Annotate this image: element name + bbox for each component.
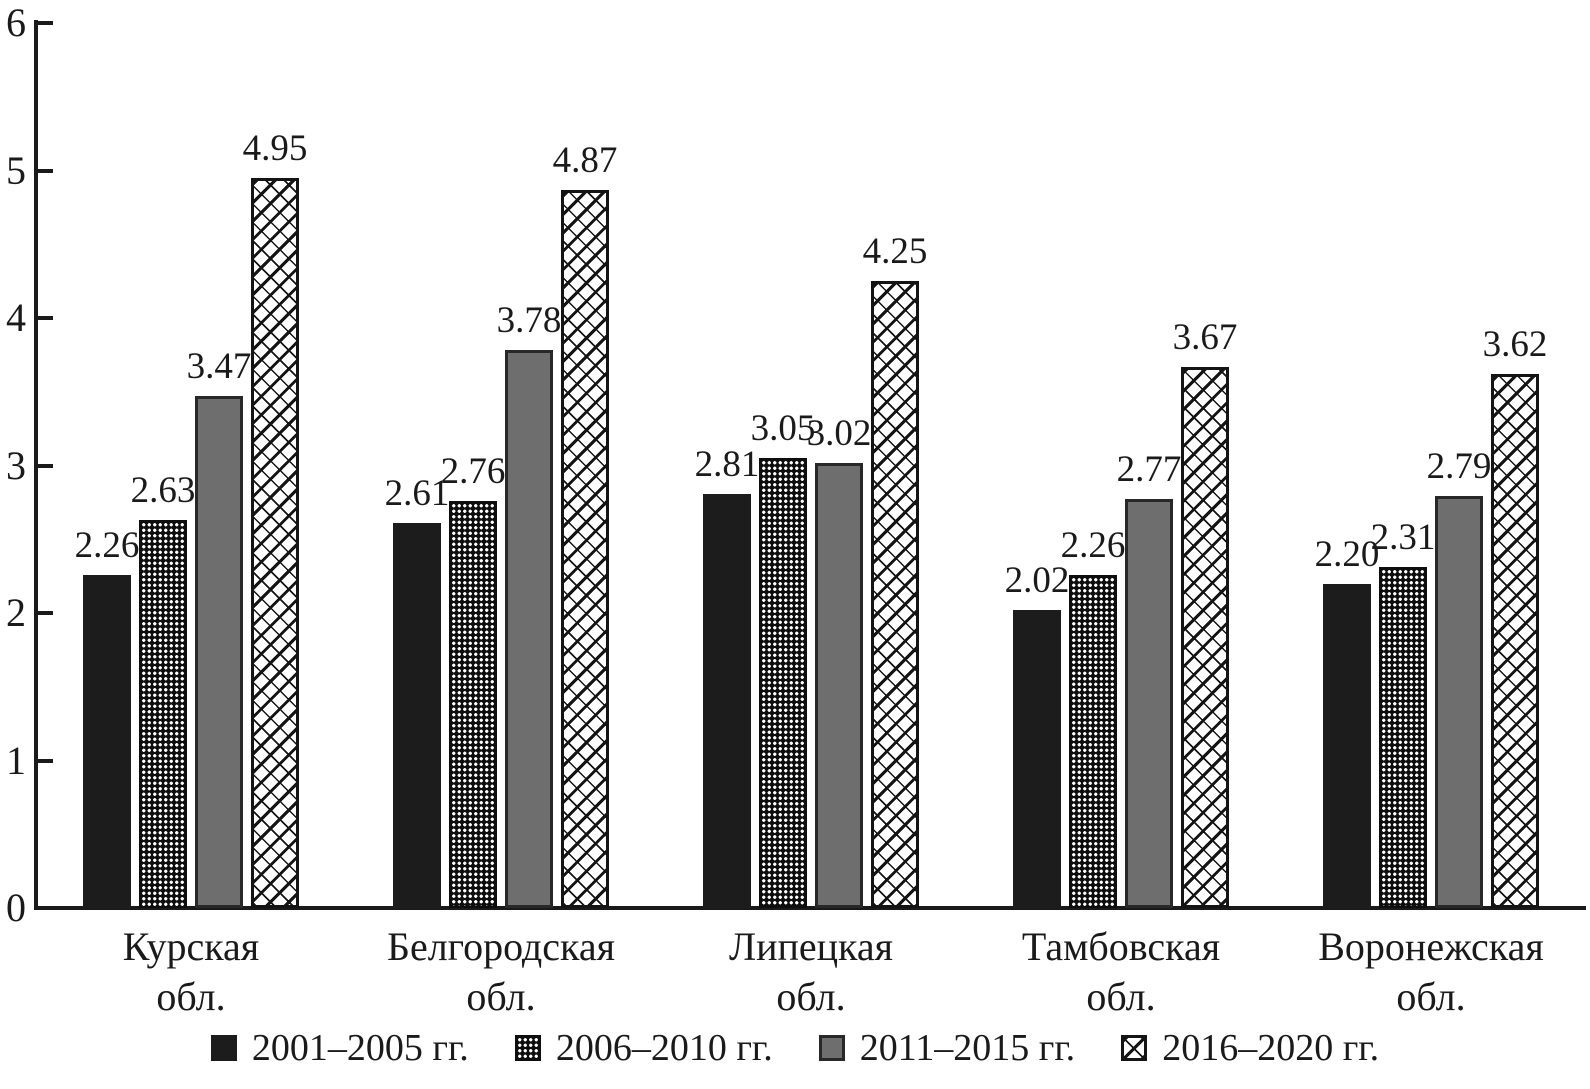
bar bbox=[1069, 574, 1117, 908]
category-suffix: обл. bbox=[776, 974, 846, 1019]
y-tick-label: 6 bbox=[6, 0, 26, 45]
category-suffix: обл. bbox=[1396, 974, 1466, 1019]
y-tick-label: 5 bbox=[6, 147, 26, 193]
category-name: Курская bbox=[122, 924, 260, 969]
bar-value-label: 3.78 bbox=[496, 300, 562, 342]
bar-value-label: 2.61 bbox=[384, 473, 450, 515]
category-name: Воронежская bbox=[1318, 924, 1544, 969]
bar bbox=[1181, 366, 1229, 908]
bar bbox=[1491, 374, 1539, 908]
bar bbox=[703, 493, 751, 908]
bar-value-label: 3.47 bbox=[186, 346, 252, 388]
legend-label: 2016–2020 гг. bbox=[1162, 1027, 1380, 1069]
bar-value-label: 3.05 bbox=[750, 408, 816, 450]
y-tick-mark bbox=[38, 316, 53, 320]
category-label: Воронежская обл. bbox=[1266, 922, 1590, 1022]
y-axis-line bbox=[34, 20, 38, 910]
y-tick-label: 3 bbox=[6, 442, 26, 488]
category-suffix: обл. bbox=[466, 974, 536, 1019]
y-tick-label: 4 bbox=[6, 295, 26, 340]
legend-label: 2001–2005 гг. bbox=[251, 1027, 469, 1069]
legend-item: 2006–2010 гг. bbox=[514, 1026, 773, 1070]
bar-value-label: 2.26 bbox=[1060, 524, 1126, 566]
y-tick-label: 0 bbox=[6, 885, 26, 930]
legend-item: 2016–2020 гг. bbox=[1121, 1026, 1379, 1070]
category-name: Белгородская bbox=[386, 924, 616, 969]
bar-value-label: 2.20 bbox=[1314, 533, 1380, 575]
y-tick-mark bbox=[38, 611, 53, 615]
legend-marker-dot-grid-icon bbox=[514, 1035, 541, 1061]
bar bbox=[1013, 610, 1061, 908]
category-label: Тамбовская обл. bbox=[956, 922, 1286, 1022]
bar-value-label: 3.02 bbox=[806, 412, 872, 454]
y-tick-mark bbox=[38, 463, 53, 468]
bar bbox=[449, 500, 497, 908]
y-tick-label: 1 bbox=[6, 737, 26, 783]
bar-value-label: 2.81 bbox=[694, 443, 760, 485]
bar bbox=[1435, 496, 1483, 908]
bar-value-label: 2.31 bbox=[1370, 517, 1436, 559]
bar bbox=[195, 396, 243, 908]
legend-label: 2006–2010 гг. bbox=[555, 1027, 773, 1069]
x-axis-line bbox=[34, 906, 1586, 910]
bar bbox=[251, 177, 299, 908]
bar bbox=[139, 520, 187, 908]
bar bbox=[1379, 567, 1427, 908]
y-tick-label: 2 bbox=[6, 590, 26, 635]
bar-value-label: 2.77 bbox=[1116, 449, 1182, 491]
bar-value-label: 2.79 bbox=[1426, 446, 1492, 488]
bar-value-label: 4.87 bbox=[552, 139, 618, 181]
y-tick-mark bbox=[38, 168, 53, 173]
bar-value-label: 3.62 bbox=[1482, 324, 1548, 366]
bar-value-label: 4.95 bbox=[242, 127, 308, 169]
bar-value-label: 2.63 bbox=[130, 470, 196, 512]
legend-item: 2001–2005 гг. bbox=[210, 1026, 469, 1070]
bar-value-label: 2.02 bbox=[1004, 560, 1070, 602]
category-name: Липецкая bbox=[728, 924, 894, 969]
bar bbox=[759, 458, 807, 908]
bar bbox=[871, 281, 919, 908]
bar-value-label: 2.76 bbox=[440, 450, 506, 492]
bar bbox=[815, 462, 863, 908]
category-suffix: обл. bbox=[156, 974, 226, 1019]
y-tick-mark bbox=[38, 758, 53, 763]
legend-label: 2011–2015 гг. bbox=[859, 1027, 1076, 1069]
category-suffix: обл. bbox=[1086, 974, 1156, 1019]
category-label: Курская обл. bbox=[26, 922, 356, 1022]
bar bbox=[83, 574, 131, 908]
bar-value-label: 4.25 bbox=[862, 231, 928, 273]
y-tick-mark bbox=[38, 21, 53, 25]
bar bbox=[505, 350, 553, 908]
bar bbox=[561, 189, 609, 908]
chart-legend: 2001–2005 гг. 2006–2010 гг. 2011–2015 гг. 2… bbox=[0, 1020, 1590, 1076]
category-label: Белгородская обл. bbox=[336, 922, 666, 1022]
bar-value-label: 2.26 bbox=[74, 524, 140, 566]
bar bbox=[1323, 583, 1371, 908]
legend-item: 2011–2015 гг. bbox=[818, 1026, 1076, 1070]
bar-value-label: 3.67 bbox=[1172, 316, 1238, 358]
legend-marker-diag-hatch-icon bbox=[1121, 1035, 1148, 1061]
category-label: Липецкая обл. bbox=[646, 922, 976, 1022]
legend-marker-solid-black-icon bbox=[210, 1035, 237, 1061]
bar bbox=[1125, 499, 1173, 908]
category-name: Тамбовская bbox=[1021, 924, 1221, 969]
legend-marker-solid-gray-icon bbox=[818, 1035, 845, 1061]
bar bbox=[393, 523, 441, 908]
